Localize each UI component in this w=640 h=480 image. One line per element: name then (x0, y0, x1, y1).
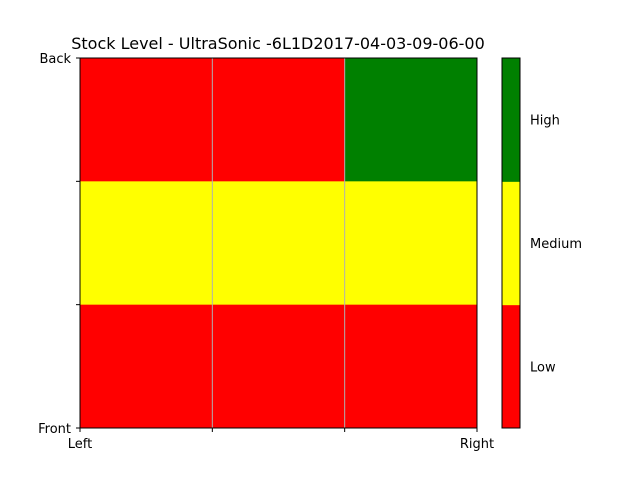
x-axis: Left Right (68, 428, 494, 452)
heatmap-cells (80, 58, 478, 429)
colorbar-label: High (530, 114, 560, 129)
heatmap-cell-front-1 (80, 304, 213, 429)
colorbar: Low Medium High (501, 57, 582, 429)
y-tick-label: Back (39, 52, 71, 67)
heatmap-cell-middle-2 (212, 181, 346, 306)
heatmap-cell-front-2 (212, 304, 346, 429)
x-tick-label: Left (68, 437, 92, 452)
x-tick-label: Right (460, 437, 494, 452)
plot-frame (79, 57, 478, 429)
colorbar-segment-medium (502, 181, 520, 306)
colorbar-segment-low (502, 304, 520, 429)
heatmap-cell-front-3 (344, 304, 478, 429)
y-axis: Front Back (38, 52, 80, 437)
heatmap-cell-back-2 (212, 58, 346, 182)
heatmap-cell-middle-3 (344, 181, 478, 306)
heatmap-cell-back-3 (344, 58, 478, 182)
colorbar-frame (501, 57, 521, 429)
grid-lines (211, 58, 346, 428)
heatmap-cell-back-1 (80, 58, 213, 182)
y-tick-label: Front (38, 422, 71, 437)
colorbar-label: Low (530, 360, 556, 375)
heatmap-cell-middle-1 (80, 181, 213, 306)
colorbar-label: Medium (530, 237, 582, 252)
chart-title: Stock Level - UltraSonic -6L1D2017-04-03… (71, 34, 485, 53)
colorbar-segment-high (502, 58, 520, 182)
